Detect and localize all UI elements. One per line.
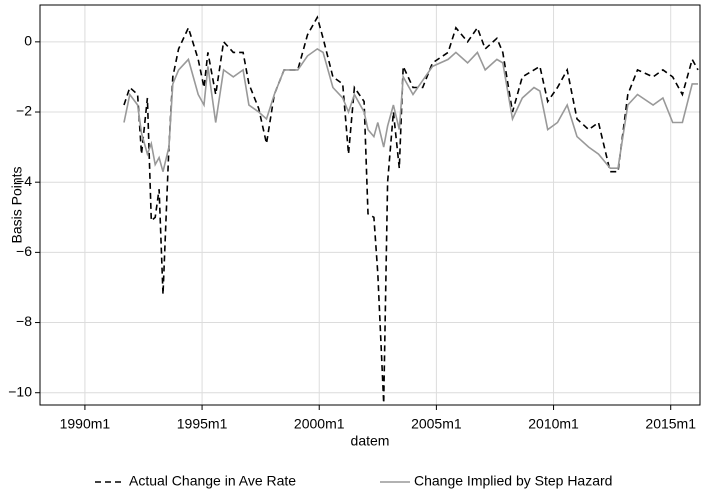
x-tick-label: 2015m1 [645,416,696,432]
y-tick-label: −4 [16,173,32,189]
series-line [123,47,698,172]
y-tick-label: −2 [16,103,32,119]
y-tick-label: −10 [8,383,32,399]
y-tick-label: −8 [16,313,32,329]
x-tick-label: 2005m1 [411,416,462,432]
x-tick-label: 1990m1 [60,416,111,432]
x-tick-label: 2010m1 [528,416,579,432]
x-tick-label: 1995m1 [177,416,228,432]
y-tick-label: 0 [24,33,32,49]
y-axis-label: Basis Points [9,166,25,243]
legend-label: Actual Change in Ave Rate [129,473,296,489]
plot-frame [39,4,701,406]
x-axis-label: datem [351,433,390,449]
y-tick-label: −6 [16,243,32,259]
legend-label: Change Implied by Step Hazard [414,473,612,489]
x-tick-label: 2000m1 [294,416,345,432]
series-line [123,15,699,404]
